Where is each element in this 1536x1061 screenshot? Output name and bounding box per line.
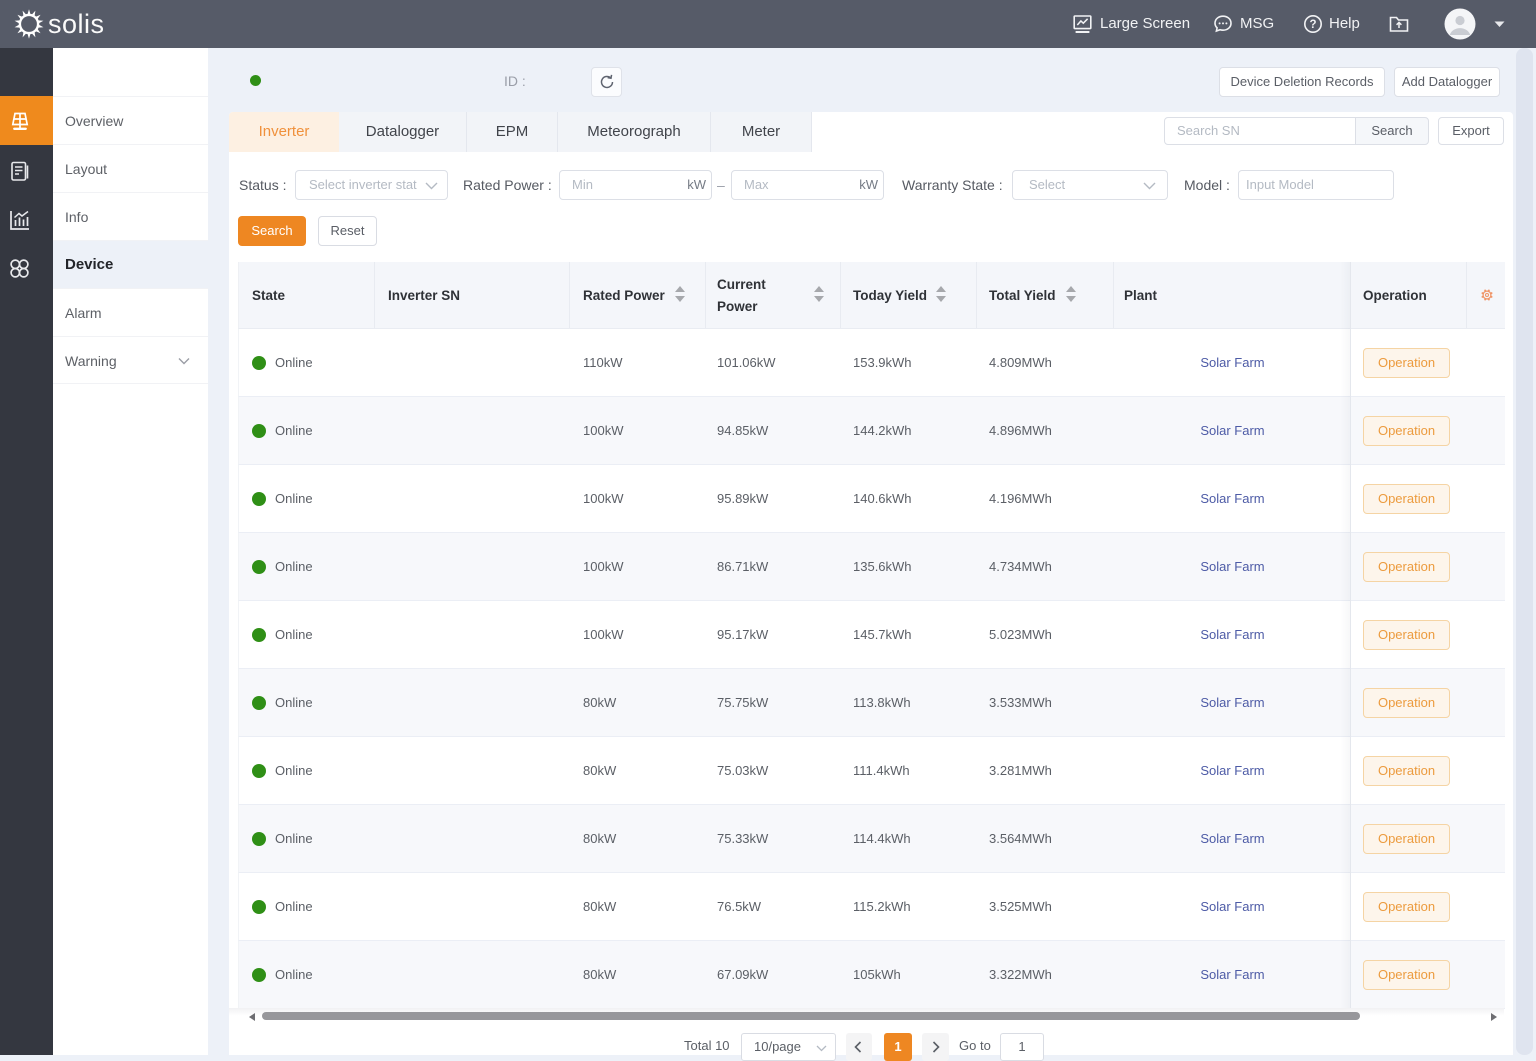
svg-text:?: ?: [1309, 19, 1316, 31]
